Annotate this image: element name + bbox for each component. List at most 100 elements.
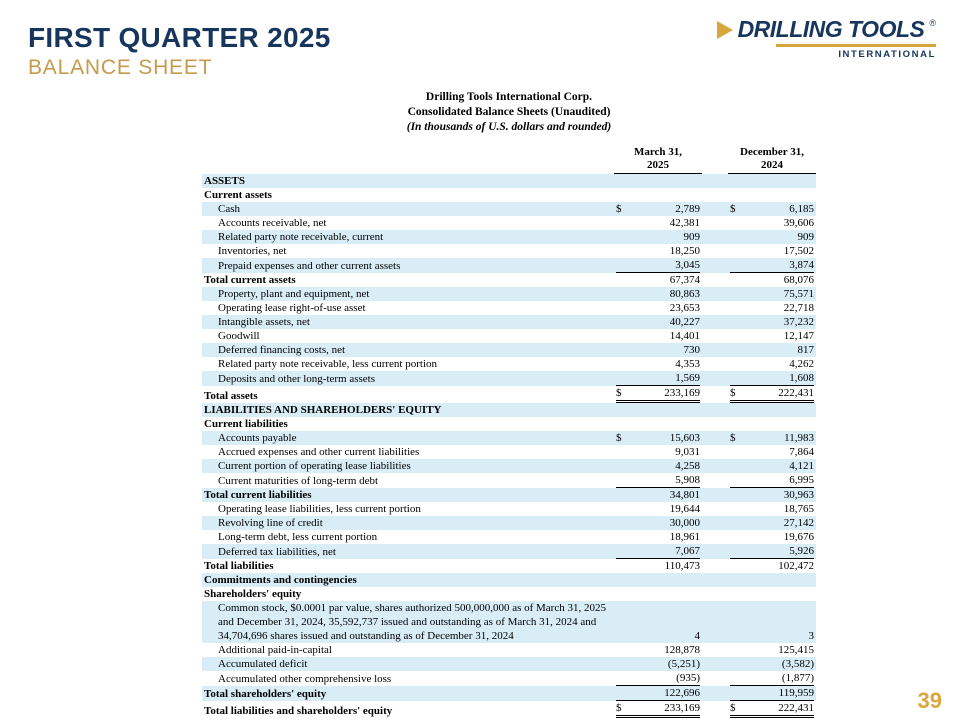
row-value: (935)	[614, 671, 702, 686]
row-label: ASSETS	[202, 173, 614, 188]
row-label: Accrued expenses and other current liabi…	[218, 445, 420, 458]
row-value: 6,995	[728, 473, 816, 488]
total-row: Total liabilities 110,473 102,472	[202, 559, 816, 573]
row-label: Accounts payable	[202, 430, 614, 445]
row-value: $2,789	[614, 201, 702, 216]
row-value	[614, 188, 702, 202]
row-value: 9,031	[675, 445, 700, 458]
row-label: Revolving line of credit	[202, 515, 614, 530]
row-label: Prepaid expenses and other current asset…	[202, 257, 614, 273]
row-label: Property, plant and equipment, net	[202, 286, 614, 301]
row-label: Inventories, net	[218, 244, 287, 257]
line-item-row: Deferred tax liabilities, net 7,067 5,926	[202, 543, 816, 559]
line-item-row: Intangible assets, net 40,227 37,232	[202, 314, 816, 329]
registered-trademark-icon: ®	[929, 17, 936, 28]
row-label: Common stock, $0.0001 par value, shares …	[202, 600, 614, 643]
row-value	[728, 173, 816, 188]
section-row: ASSETS	[202, 173, 816, 188]
row-label: Operating lease liabilities, less curren…	[218, 502, 421, 515]
row-value: 1,608	[728, 370, 816, 386]
row-value: 23,653	[669, 301, 700, 314]
row-value: 17,502	[783, 244, 814, 257]
company-logo: DRILLING TOOLS ® INTERNATIONAL	[686, 16, 936, 60]
row-value	[728, 572, 816, 587]
row-label: Deposits and other long-term assets	[202, 370, 614, 386]
row-value: 75,571	[728, 286, 816, 301]
slide-subtitle: BALANCE SHEET	[28, 56, 213, 79]
row-value: $11,983	[728, 430, 816, 445]
row-value: 40,227	[614, 314, 702, 329]
row-label: Commitments and contingencies	[202, 572, 614, 587]
row-value: 18,250	[669, 244, 700, 257]
row-value: $233,169	[614, 386, 702, 403]
row-value: 27,142	[728, 515, 816, 530]
line-item-row: Accrued expenses and other current liabi…	[202, 445, 816, 459]
total-row: Total current liabilities 34,801 30,963	[202, 487, 816, 502]
row-value: 125,415	[778, 643, 814, 656]
row-value: 3,045	[614, 257, 702, 273]
row-value	[614, 572, 702, 587]
statement-title: Consolidated Balance Sheets (Unaudited)	[407, 106, 611, 118]
line-item-row: Revolving line of credit 30,000 27,142	[202, 515, 816, 530]
row-label: Current assets	[204, 188, 272, 201]
row-value: 42,381	[669, 216, 700, 229]
row-value: 4,121	[728, 458, 816, 473]
line-item-row: Inventories, net 18,250 17,502	[202, 244, 816, 258]
row-label: Related party note receivable, current	[202, 229, 614, 244]
section-row: Shareholders' equity	[202, 587, 816, 601]
line-item-row: Additional paid-in-capital 128,878 125,415	[202, 643, 816, 657]
row-value: 7,864	[789, 445, 814, 458]
row-value	[614, 417, 702, 431]
row-label: Deferred financing costs, net	[202, 342, 614, 357]
section-row: Current assets	[202, 188, 816, 202]
line-item-row: Accounts receivable, net 42,381 39,606	[202, 216, 816, 230]
section-row: Commitments and contingencies	[202, 572, 816, 587]
balance-sheet-table: March 31, 2025 December 31, 2024 ASSETS Curre…	[202, 146, 816, 718]
row-value: 817	[728, 342, 816, 357]
row-value: $6,185	[728, 201, 816, 216]
line-item-row: Goodwill 14,401 12,147	[202, 329, 816, 343]
row-label: Operating lease right-of-use asset	[218, 301, 366, 314]
row-value: 122,696	[614, 685, 702, 701]
row-label: Related party note receivable, less curr…	[218, 357, 437, 370]
logo-underline	[776, 44, 936, 47]
row-value: 18,765	[783, 502, 814, 515]
line-item-row: Deferred financing costs, net 730 817	[202, 342, 816, 357]
statement-heading: Drilling Tools International Corp. Conso…	[202, 90, 816, 135]
row-value: 102,472	[778, 559, 814, 572]
logo-wordmark: DRILLING TOOLS	[737, 16, 925, 42]
row-value: 80,863	[614, 286, 702, 301]
logo-wordmark-row: DRILLING TOOLS ®	[686, 16, 936, 43]
row-value	[728, 587, 816, 601]
line-item-row: Accumulated deficit (5,251) (3,582)	[202, 656, 816, 671]
section-row: LIABILITIES AND SHAREHOLDERS' EQUITY	[202, 402, 816, 417]
row-value: 68,076	[783, 273, 814, 286]
row-value: 34,801	[614, 487, 702, 502]
row-value: 110,473	[664, 559, 700, 572]
row-label: LIABILITIES AND SHAREHOLDERS' EQUITY	[202, 402, 614, 417]
slide-title-block: FIRST QUARTER 2025 BALANCE SHEET	[28, 22, 331, 80]
row-value: $222,431	[728, 386, 816, 403]
row-value: 730	[614, 342, 702, 357]
row-value	[614, 173, 702, 188]
row-value: 18,961	[669, 530, 700, 543]
row-value: (5,251)	[614, 656, 702, 671]
line-item-row: Current portion of operating lease liabi…	[202, 458, 816, 473]
row-value: 5,908	[614, 473, 702, 488]
total-row: Total shareholders' equity 122,696 119,959	[202, 685, 816, 701]
row-value: 4,353	[675, 357, 700, 370]
row-label: Long-term debt, less current portion	[218, 530, 378, 543]
row-label: Total assets	[204, 389, 258, 402]
row-value	[728, 417, 816, 431]
row-value: 22,718	[783, 301, 814, 314]
total-row: Total assets $233,169 $222,431	[202, 386, 816, 403]
row-value	[728, 402, 816, 417]
logo-subtitle: INTERNATIONAL	[838, 49, 936, 60]
row-value: 12,147	[783, 329, 814, 342]
row-value: 128,878	[664, 643, 700, 656]
row-label: Accounts receivable, net	[218, 216, 327, 229]
row-value: 909	[728, 229, 816, 244]
row-label: Total shareholders' equity	[202, 685, 614, 701]
balance-sheet: March 31, 2025 December 31, 2024 ASSETS Curre…	[202, 146, 816, 718]
row-label: Intangible assets, net	[202, 314, 614, 329]
